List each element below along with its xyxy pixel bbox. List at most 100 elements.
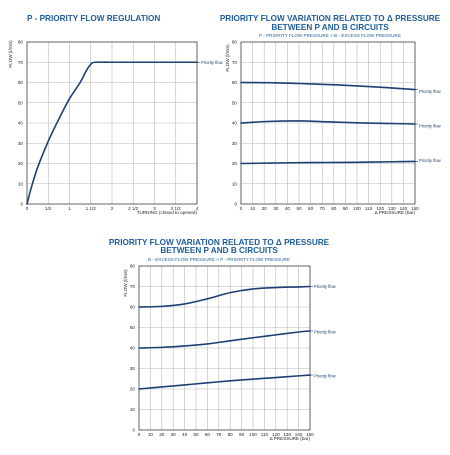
x-tick-label: 2 — [111, 206, 114, 211]
chart-title: P - PRIORITY FLOW REGULATION — [27, 14, 160, 23]
series-line — [240, 120, 416, 125]
y-tick-label: 10 — [130, 407, 136, 412]
y-tick-label: 10 — [232, 181, 238, 186]
y-tick-label: 60 — [130, 305, 136, 310]
y-tick-label: 20 — [18, 161, 24, 166]
series-line — [240, 160, 416, 165]
x-tick-label: 140 — [400, 206, 408, 211]
x-tick-label: 0 — [240, 206, 243, 211]
series-line — [138, 374, 311, 390]
chart-subtitle: P - PRIORITY FLOW PRESSURE > B - EXCESS … — [259, 33, 401, 38]
series-label: Priority flow — [419, 89, 442, 94]
x-tick-label: 10 — [250, 206, 256, 211]
series-label: Priority flow — [314, 284, 337, 289]
x-tick-label: 110 — [365, 206, 373, 211]
x-tick-label: 2 1/2 — [128, 206, 139, 211]
x-tick-label: 60 — [205, 432, 211, 437]
y-tick-label: 0 — [234, 202, 237, 207]
x-tick-label: 30 — [273, 206, 279, 211]
series-label: Priority flow — [419, 158, 442, 163]
x-tick-label: 1/2 — [45, 206, 52, 211]
x-tick-label: 110 — [261, 432, 269, 437]
y-tick-label: 10 — [18, 181, 24, 186]
y-tick-label: 60 — [232, 80, 238, 85]
x-tick-label: 80 — [331, 206, 337, 211]
x-axis-label: Δ PRESSURE (bar) — [375, 210, 416, 215]
x-tick-label: 40 — [285, 206, 291, 211]
y-tick-label: 70 — [18, 60, 24, 65]
x-tick-label: 150 — [306, 432, 314, 437]
x-tick-label: 60 — [308, 206, 314, 211]
x-tick-label: 30 — [171, 432, 177, 437]
chart-title-line2: BETWEEN P AND B CIRCUITS — [160, 246, 278, 255]
y-tick-label: 80 — [18, 40, 24, 45]
chart-priority-flow-regulation: P - PRIORITY FLOW REGULATION FLOW (l/min… — [8, 14, 224, 215]
x-tick-label: 0 — [138, 432, 141, 437]
series-line — [138, 285, 311, 308]
y-axis-label: FLOW (l/min) — [225, 44, 230, 72]
series-label: Priority flow — [201, 60, 224, 65]
y-tick-label: 0 — [132, 428, 135, 433]
chart-title: PRIORITY FLOW VARIATION RELATED TO Δ PRE… — [220, 14, 441, 23]
y-tick-label: 60 — [18, 80, 24, 85]
series-label: Priority flow — [419, 124, 442, 129]
y-tick-label: 20 — [232, 161, 238, 166]
y-tick-label: 30 — [130, 366, 136, 371]
x-tick-label: 0 — [26, 206, 29, 211]
x-axis-label: TURNING (closed to opened) — [137, 210, 198, 215]
chart-flow-variation-b-greater-p: PRIORITY FLOW VARIATION RELATED TO Δ PRE… — [109, 238, 337, 441]
x-tick-label: 100 — [249, 432, 257, 437]
y-tick-label: 80 — [232, 40, 238, 45]
series-line — [138, 330, 311, 349]
series-line — [240, 81, 416, 91]
y-axis-label: FLOW (l/min) — [123, 269, 128, 297]
y-tick-label: 70 — [232, 60, 238, 65]
x-tick-label: 90 — [239, 432, 245, 437]
x-tick-label: 120 — [376, 206, 384, 211]
x-tick-label: 70 — [320, 206, 326, 211]
y-tick-label: 50 — [232, 100, 238, 105]
y-tick-label: 30 — [18, 141, 24, 146]
y-tick-label: 70 — [130, 284, 136, 289]
x-axis-label: Δ PRESSURE (bar) — [270, 436, 311, 441]
x-tick-label: 100 — [353, 206, 361, 211]
x-tick-label: 1 1/2 — [86, 206, 97, 211]
x-tick-label: 130 — [388, 206, 396, 211]
x-tick-label: 90 — [343, 206, 349, 211]
y-tick-label: 30 — [232, 141, 238, 146]
y-tick-label: 0 — [20, 202, 23, 207]
chart-subtitle: B - EXCESS FLOW PRESSURE > P - PRIORITY … — [148, 257, 290, 262]
y-tick-label: 40 — [18, 121, 24, 126]
x-tick-label: 3 — [153, 206, 156, 211]
x-tick-label: 10 — [148, 432, 154, 437]
series-line — [26, 61, 198, 205]
x-tick-label: 50 — [193, 432, 199, 437]
x-tick-label: 40 — [182, 432, 188, 437]
x-tick-label: 4 — [196, 206, 199, 211]
x-tick-label: 70 — [216, 432, 222, 437]
x-tick-label: 130 — [283, 432, 291, 437]
y-tick-label: 80 — [130, 264, 136, 269]
y-tick-label: 20 — [130, 387, 136, 392]
y-axis-label: FLOW (l/min) — [8, 40, 13, 68]
x-tick-label: 150 — [411, 206, 419, 211]
x-tick-label: 140 — [295, 432, 303, 437]
x-tick-label: 120 — [272, 432, 280, 437]
y-tick-label: 50 — [130, 325, 136, 330]
series-label: Priority flow — [314, 374, 337, 379]
x-tick-label: 80 — [228, 432, 234, 437]
x-tick-label: 20 — [159, 432, 165, 437]
plot-frame — [26, 41, 198, 205]
x-tick-label: 50 — [296, 206, 302, 211]
x-tick-label: 1 — [68, 206, 71, 211]
chart-title-line2: BETWEEN P AND B CIRCUITS — [271, 23, 389, 32]
x-tick-label: 3 1/2 — [171, 206, 182, 211]
chart-flow-variation-p-greater-b: PRIORITY FLOW VARIATION RELATED TO Δ PRE… — [220, 14, 442, 215]
chart-title: PRIORITY FLOW VARIATION RELATED TO Δ PRE… — [109, 238, 330, 247]
x-tick-label: 20 — [262, 206, 268, 211]
y-tick-label: 40 — [130, 346, 136, 351]
y-tick-label: 40 — [232, 121, 238, 126]
y-tick-label: 50 — [18, 100, 24, 105]
series-label: Priority flow — [314, 329, 337, 334]
